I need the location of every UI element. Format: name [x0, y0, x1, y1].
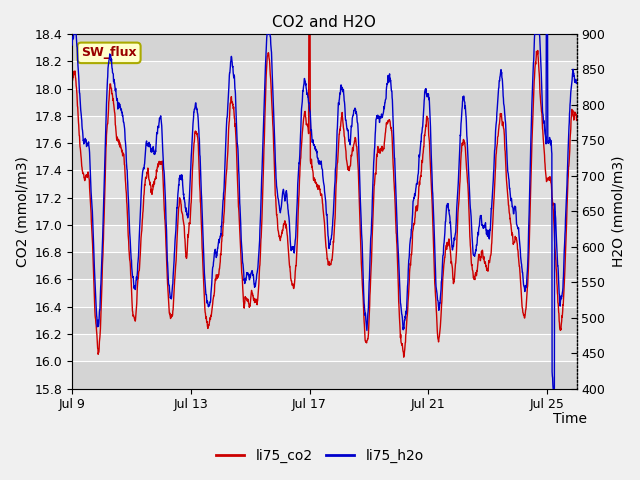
- Y-axis label: CO2 (mmol/m3): CO2 (mmol/m3): [15, 156, 29, 267]
- Bar: [72, 334, 577, 361]
- Bar: [72, 225, 577, 252]
- Title: CO2 and H2O: CO2 and H2O: [273, 15, 376, 30]
- Bar: [72, 279, 577, 307]
- Legend: li75_co2, li75_h2o: li75_co2, li75_h2o: [211, 443, 429, 468]
- Bar: [72, 88, 577, 116]
- Bar: [72, 252, 577, 279]
- Bar: [72, 198, 577, 225]
- Bar: [72, 116, 577, 143]
- Bar: [72, 361, 577, 389]
- Text: SW_flux: SW_flux: [81, 47, 137, 60]
- Bar: [72, 61, 577, 88]
- Bar: [72, 34, 577, 61]
- Bar: [72, 143, 577, 170]
- Bar: [72, 307, 577, 334]
- Y-axis label: H2O (mmol/m3): H2O (mmol/m3): [611, 156, 625, 267]
- X-axis label: Time: Time: [553, 412, 587, 426]
- Bar: [72, 170, 577, 198]
